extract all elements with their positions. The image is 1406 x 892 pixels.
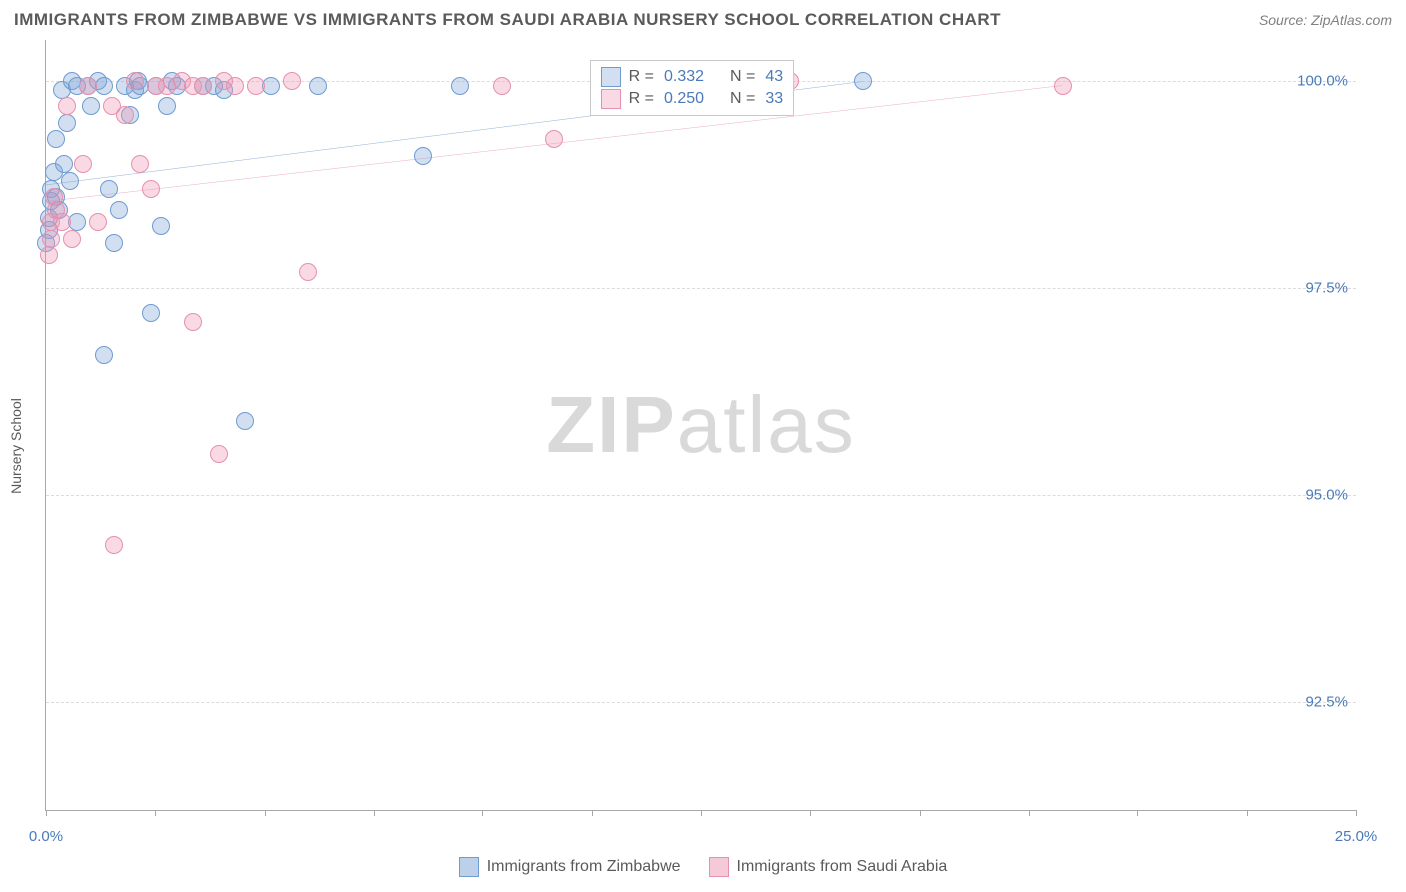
legend-label: Immigrants from Zimbabwe: [487, 858, 681, 876]
stats-r-label: R =: [629, 68, 654, 86]
x-tick-label: 0.0%: [29, 828, 63, 845]
stats-box: R = 0.332 N = 43 R = 0.250 N = 33: [590, 60, 795, 116]
scatter-point: [194, 77, 212, 95]
legend-label: Immigrants from Saudi Arabia: [737, 858, 948, 876]
x-tick: [701, 810, 702, 816]
scatter-point: [82, 97, 100, 115]
legend-item: Immigrants from Zimbabwe: [459, 857, 681, 877]
scatter-point: [63, 230, 81, 248]
scatter-point: [210, 445, 228, 463]
scatter-point: [42, 230, 60, 248]
scatter-point: [493, 77, 511, 95]
x-tick: [1247, 810, 1248, 816]
x-tick: [1356, 810, 1357, 816]
scatter-point: [142, 304, 160, 322]
stats-r-value: 0.332: [664, 68, 704, 86]
scatter-point: [451, 77, 469, 95]
x-tick: [810, 810, 811, 816]
scatter-point: [95, 346, 113, 364]
scatter-point: [58, 97, 76, 115]
scatter-point: [247, 77, 265, 95]
legend-item: Immigrants from Saudi Arabia: [709, 857, 948, 877]
x-tick: [1029, 810, 1030, 816]
scatter-point: [79, 77, 97, 95]
gridline: [46, 495, 1356, 496]
scatter-point: [142, 180, 160, 198]
x-tick: [1137, 810, 1138, 816]
plot-area: ZIPatlas 92.5%95.0%97.5%100.0%0.0%25.0%R…: [45, 40, 1356, 811]
scatter-point: [40, 246, 58, 264]
scatter-point: [414, 147, 432, 165]
scatter-point: [131, 155, 149, 173]
scatter-point: [299, 263, 317, 281]
legend-swatch: [459, 857, 479, 877]
stats-n-label: N =: [730, 90, 755, 108]
watermark-rest: atlas: [677, 380, 856, 469]
scatter-point: [152, 217, 170, 235]
scatter-point: [61, 172, 79, 190]
x-tick: [482, 810, 483, 816]
scatter-point: [236, 412, 254, 430]
gridline: [46, 288, 1356, 289]
x-tick: [920, 810, 921, 816]
x-tick: [46, 810, 47, 816]
scatter-point: [55, 155, 73, 173]
scatter-point: [126, 72, 144, 90]
scatter-point: [283, 72, 301, 90]
scatter-point: [95, 77, 113, 95]
scatter-point: [47, 130, 65, 148]
scatter-point: [100, 180, 118, 198]
x-tick: [374, 810, 375, 816]
gridline: [46, 702, 1356, 703]
scatter-point: [1054, 77, 1072, 95]
scatter-point: [309, 77, 327, 95]
stats-row: R = 0.250 N = 33: [601, 89, 784, 109]
chart-title: IMMIGRANTS FROM ZIMBABWE VS IMMIGRANTS F…: [14, 10, 1001, 30]
scatter-point: [545, 130, 563, 148]
stats-n-label: N =: [730, 68, 755, 86]
scatter-point: [226, 77, 244, 95]
scatter-point: [110, 201, 128, 219]
stats-r-label: R =: [629, 90, 654, 108]
title-bar: IMMIGRANTS FROM ZIMBABWE VS IMMIGRANTS F…: [14, 10, 1392, 30]
scatter-point: [68, 213, 86, 231]
scatter-point: [105, 536, 123, 554]
x-tick: [155, 810, 156, 816]
x-tick: [265, 810, 266, 816]
stats-row: R = 0.332 N = 43: [601, 67, 784, 87]
scatter-point: [105, 234, 123, 252]
x-tick-label: 25.0%: [1335, 828, 1378, 845]
stats-r-value: 0.250: [664, 90, 704, 108]
watermark-bold: ZIP: [546, 380, 676, 469]
y-tick-label: 95.0%: [1305, 487, 1348, 504]
watermark: ZIPatlas: [546, 379, 855, 471]
legend-swatch: [709, 857, 729, 877]
y-tick-label: 100.0%: [1297, 73, 1348, 90]
scatter-point: [262, 77, 280, 95]
legend: Immigrants from Zimbabwe Immigrants from …: [0, 857, 1406, 882]
scatter-point: [854, 72, 872, 90]
scatter-point: [58, 114, 76, 132]
y-tick-label: 92.5%: [1305, 694, 1348, 711]
scatter-point: [53, 213, 71, 231]
source-label: Source: ZipAtlas.com: [1259, 12, 1392, 28]
x-tick: [592, 810, 593, 816]
stats-swatch: [601, 89, 621, 109]
stats-swatch: [601, 67, 621, 87]
scatter-point: [158, 97, 176, 115]
scatter-point: [184, 313, 202, 331]
scatter-point: [116, 106, 134, 124]
stats-n-value: 33: [765, 90, 783, 108]
scatter-point: [89, 213, 107, 231]
stats-n-value: 43: [765, 68, 783, 86]
y-axis-title: Nursery School: [8, 398, 24, 494]
scatter-point: [74, 155, 92, 173]
y-tick-label: 97.5%: [1305, 280, 1348, 297]
